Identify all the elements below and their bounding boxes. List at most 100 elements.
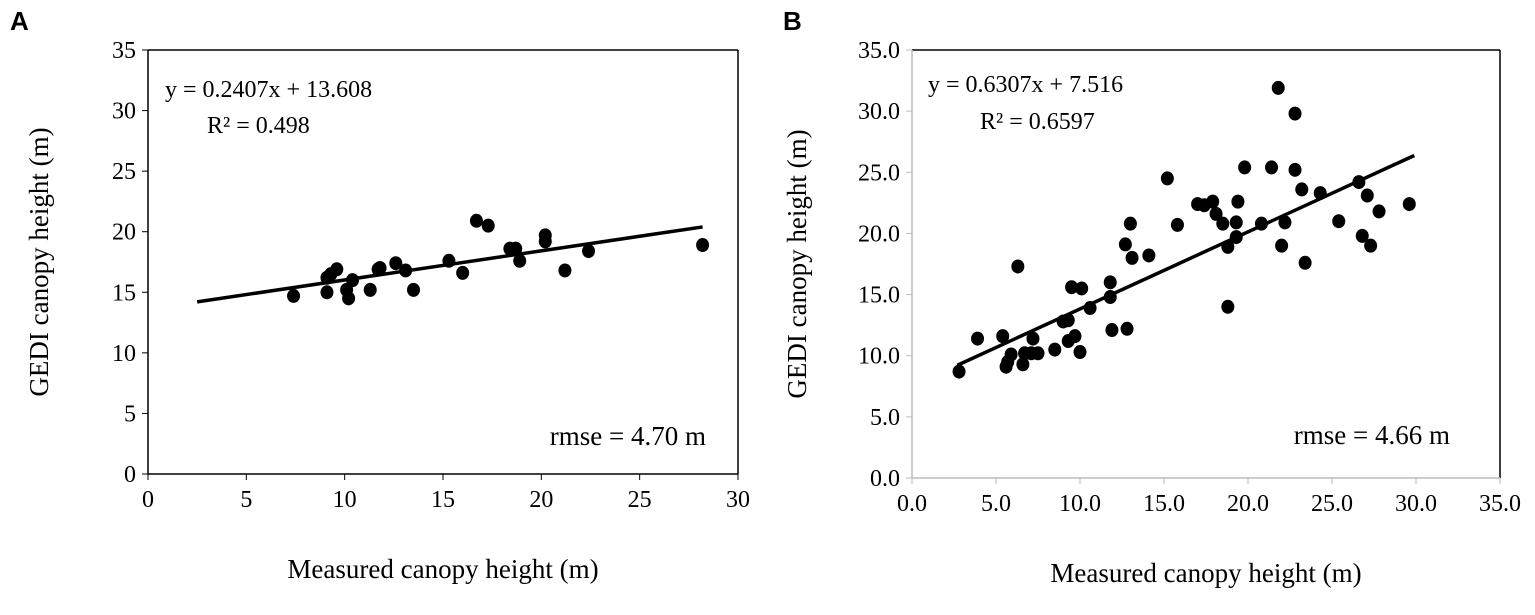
panel-label: B [783, 6, 802, 36]
data-point [1103, 290, 1117, 305]
data-point [1298, 255, 1312, 270]
data-point [1118, 237, 1132, 252]
y-axis-title: GEDI canopy height (m) [24, 127, 54, 396]
data-point [330, 262, 344, 277]
regression-equation: y = 0.2407x + 13.608 [165, 77, 372, 103]
y-tick-label: 10 [112, 341, 136, 367]
x-axis-title: Measured canopy height (m) [1050, 558, 1361, 588]
data-point [1360, 188, 1374, 203]
data-point [1271, 80, 1285, 95]
data-point [1061, 313, 1075, 328]
data-point [1011, 259, 1025, 274]
data-point [1355, 228, 1369, 243]
y-tick-label: 15.0 [858, 283, 900, 309]
data-point [582, 244, 596, 259]
trendline [956, 153, 1416, 367]
data-point [346, 273, 360, 288]
data-point [1105, 323, 1119, 338]
data-point [442, 253, 456, 268]
data-point [1352, 175, 1366, 190]
x-tick-label: 10 [333, 487, 357, 513]
x-tick-label: 20 [529, 487, 553, 513]
data-point [952, 364, 966, 379]
data-point [1278, 215, 1292, 230]
data-point [1065, 280, 1079, 295]
data-point [469, 213, 483, 228]
y-tick-label: 0 [124, 462, 136, 488]
data-point [363, 282, 377, 297]
data-point [971, 331, 985, 346]
x-axis-title: Measured canopy height (m) [287, 554, 598, 584]
y-tick-label: 20 [112, 220, 136, 246]
data-point [1031, 346, 1045, 361]
data-point [1125, 250, 1139, 265]
data-point [1229, 215, 1243, 230]
data-point [1160, 171, 1174, 186]
data-point [1216, 216, 1230, 231]
y-tick-label: 30 [112, 99, 136, 125]
data-point [558, 263, 572, 278]
x-tick-label: 25.0 [1311, 491, 1353, 517]
x-tick-label: 25 [628, 487, 652, 513]
x-tick-label: 30.0 [1395, 491, 1437, 517]
data-point [1206, 194, 1220, 209]
data-point [1229, 230, 1243, 245]
y-tick-label: 35.0 [858, 38, 900, 64]
data-point [287, 288, 301, 303]
data-point [696, 238, 710, 253]
data-point [399, 263, 413, 278]
data-point [1068, 329, 1082, 344]
data-point [1083, 301, 1097, 316]
y-tick-label: 35 [112, 38, 136, 64]
data-point [1372, 204, 1386, 219]
data-point [1364, 238, 1378, 253]
data-point [1123, 216, 1137, 231]
x-tick-label: 15 [431, 487, 455, 513]
x-tick-label: 15.0 [1143, 491, 1185, 517]
rmse-label: rmse = 4.70 m [550, 421, 706, 451]
data-point [538, 234, 552, 249]
data-point [509, 241, 523, 256]
data-point [996, 329, 1010, 344]
data-point [1332, 214, 1346, 229]
data-point [1265, 160, 1279, 175]
y-tick-label: 25.0 [858, 160, 900, 186]
data-point [1075, 281, 1089, 296]
y-tick-label: 5 [124, 401, 136, 427]
data-point [407, 282, 420, 297]
data-point [1275, 238, 1289, 253]
data-point [1221, 299, 1235, 314]
y-axis-title: GEDI canopy height (m) [782, 129, 812, 398]
data-point [513, 253, 527, 268]
data-point [1016, 357, 1030, 372]
x-tick-label: 30 [726, 487, 750, 513]
x-tick-label: 0.0 [897, 491, 927, 517]
r-squared-label: R² = 0.6597 [980, 109, 1095, 135]
y-tick-label: 0.0 [870, 466, 900, 492]
data-point [1004, 347, 1018, 362]
data-point [1120, 321, 1134, 336]
y-tick-label: 15 [112, 280, 136, 306]
data-point [1288, 106, 1302, 121]
chart-panel-a: A 0 5 10 15 20 25 30 0 5 10 15 20 25 30 35 Measured cano… [10, 6, 750, 584]
data-point [1254, 216, 1268, 231]
data-point [1103, 275, 1117, 290]
data-point [1288, 162, 1302, 177]
y-tick-label: 5.0 [870, 405, 900, 431]
data-point [1313, 186, 1327, 201]
rmse-label: rmse = 4.66 m [1294, 420, 1450, 450]
y-tick-label: 25 [112, 159, 136, 185]
data-point [1221, 239, 1235, 254]
regression-equation: y = 0.6307x + 7.516 [928, 72, 1123, 98]
data-point [1238, 160, 1252, 175]
x-tick-label: 35.0 [1479, 491, 1521, 517]
x-tick-label: 20.0 [1227, 491, 1269, 517]
data-point [481, 218, 495, 233]
y-tick-label: 10.0 [858, 344, 900, 370]
y-tick-label: 30.0 [858, 99, 900, 125]
x-tick-label: 0 [142, 487, 154, 513]
data-point [1402, 197, 1416, 212]
data-point [320, 285, 334, 300]
data-point [389, 256, 403, 271]
